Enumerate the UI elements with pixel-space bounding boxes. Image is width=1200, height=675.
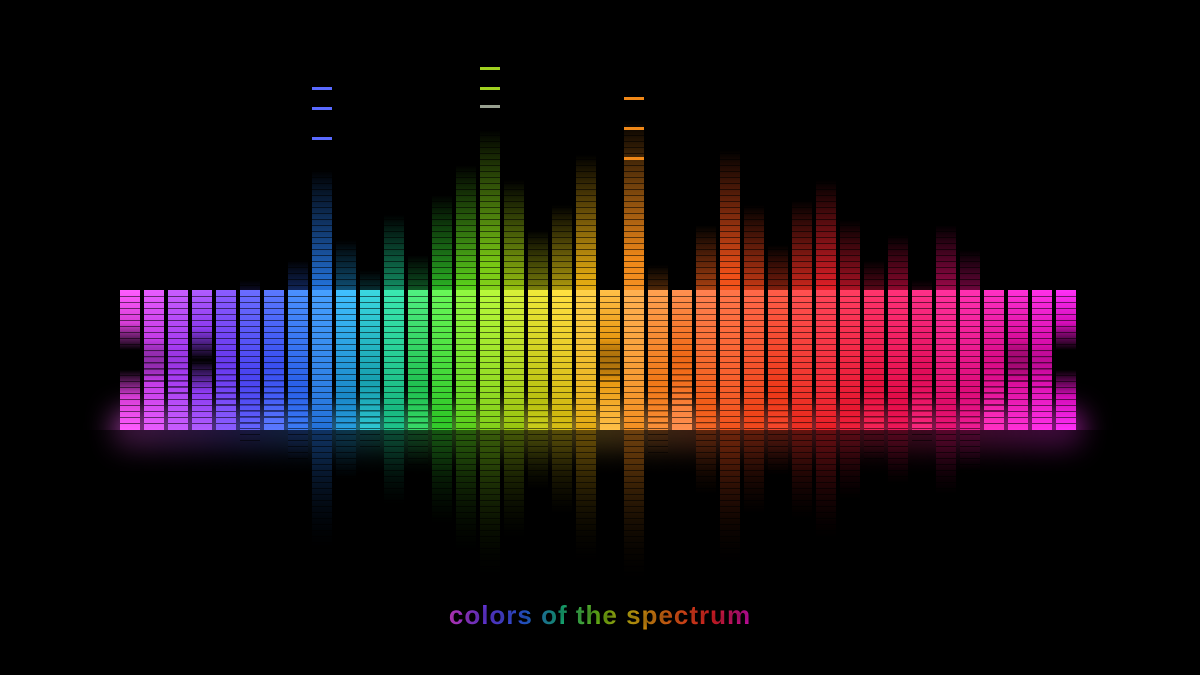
eq-bar — [744, 290, 764, 515]
eq-bar — [312, 290, 332, 550]
eq-bar — [336, 290, 356, 480]
eq-bar — [960, 290, 980, 470]
eq-bar — [384, 290, 404, 505]
eq-bar — [984, 290, 1004, 410]
eq-peak-marker — [480, 105, 500, 108]
equalizer-reflection — [0, 290, 1200, 430]
eq-bar — [912, 290, 932, 440]
eq-peak-marker — [312, 107, 332, 110]
eq-bar — [672, 290, 692, 405]
eq-bar — [264, 290, 284, 420]
eq-bar — [816, 290, 836, 540]
eq-bar — [1056, 290, 1076, 350]
eq-bar — [480, 290, 500, 590]
eq-bar — [768, 290, 788, 475]
eq-bar — [648, 290, 668, 455]
eq-bar — [456, 290, 476, 555]
eq-bar — [192, 290, 212, 360]
eq-bar — [528, 290, 548, 490]
eq-bar — [1032, 290, 1052, 390]
eq-peak-marker — [624, 157, 644, 160]
eq-bar — [1008, 290, 1028, 380]
eq-bar — [576, 290, 596, 565]
eq-bar — [504, 290, 524, 540]
eq-peak-marker — [480, 87, 500, 90]
eq-bar — [216, 290, 236, 405]
eq-bar — [432, 290, 452, 525]
spectrum-visualizer: colors of the spectrum — [0, 0, 1200, 675]
eq-bar — [288, 290, 308, 460]
eq-bar — [624, 290, 644, 600]
eq-bar — [240, 290, 260, 440]
eq-bar — [840, 290, 860, 500]
eq-bar — [888, 290, 908, 485]
eq-peak-marker — [624, 97, 644, 100]
eq-bar — [408, 290, 428, 465]
eq-bar — [864, 290, 884, 460]
eq-bar — [552, 290, 572, 515]
eq-bar — [120, 290, 140, 350]
eq-bar — [936, 290, 956, 495]
eq-peak-marker — [624, 127, 644, 130]
eq-bar — [360, 290, 380, 450]
eq-peak-marker — [480, 67, 500, 70]
eq-bar — [600, 290, 620, 380]
eq-peak-marker — [312, 137, 332, 140]
eq-bar — [168, 290, 188, 395]
eq-bar — [720, 290, 740, 570]
eq-bar — [144, 290, 164, 380]
eq-bar — [792, 290, 812, 520]
title-text: colors of the spectrum — [449, 600, 751, 631]
eq-bar — [696, 290, 716, 495]
eq-peak-marker — [312, 87, 332, 90]
